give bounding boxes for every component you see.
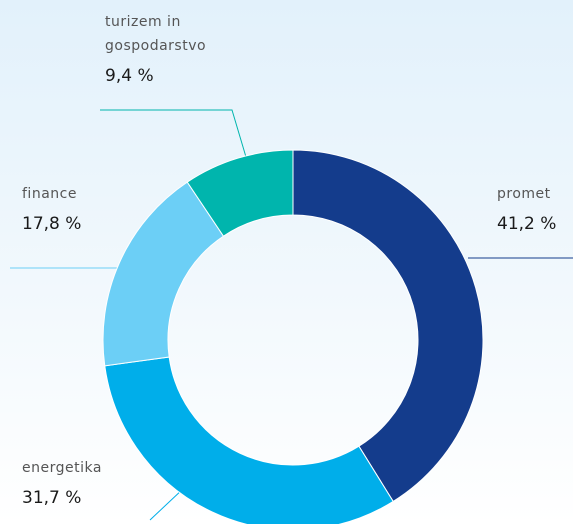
value-label: 31,7 % bbox=[22, 488, 82, 508]
category-label: energetika bbox=[22, 460, 102, 476]
donut-slice bbox=[292, 149, 484, 503]
slice-label: promet 41,2 % bbox=[497, 182, 573, 234]
category-label: turizem in gospodarstvo bbox=[105, 14, 207, 54]
slice-label: finance 17,8 % bbox=[22, 182, 162, 234]
slice-label: energetika 31,7 % bbox=[22, 456, 162, 508]
leader-lines bbox=[10, 109, 573, 521]
value-label: 17,8 % bbox=[22, 214, 82, 234]
slice-label: turizem in gospodarstvo 9,4 % bbox=[105, 10, 255, 86]
value-label: 9,4 % bbox=[105, 66, 154, 86]
donut-slice bbox=[104, 356, 394, 524]
leader-line bbox=[149, 487, 185, 521]
value-label: 41,2 % bbox=[497, 214, 557, 234]
category-label: finance bbox=[22, 186, 77, 202]
category-label: promet bbox=[497, 186, 551, 202]
donut-slice bbox=[186, 149, 294, 237]
leader-line bbox=[100, 109, 247, 158]
